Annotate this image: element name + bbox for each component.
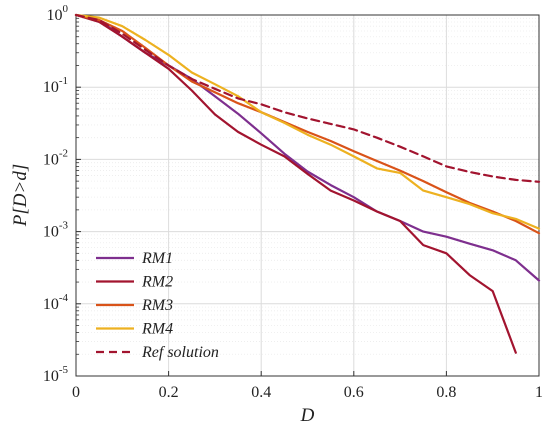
series-line-rm1: [74, 13, 541, 282]
x-tick-label: 0.2: [159, 384, 179, 401]
series-line-rm2: [74, 13, 517, 354]
axis-ticks: [75, 14, 540, 377]
legend-label-rm2: RM2: [141, 274, 173, 291]
y-tick-label: 10-3: [43, 220, 69, 241]
legend-label-rm3: RM3: [141, 297, 173, 314]
series-lines: [74, 13, 541, 354]
legend: RM1 RM2 RM3 RM4 Ref solution: [96, 250, 219, 361]
y-tick-label: 10-4: [43, 292, 69, 313]
x-tick-label: 0.6: [344, 384, 364, 401]
y-tick-label: 100: [47, 3, 69, 24]
x-tick-labels: 0 0.2 0.4 0.6 0.8 1: [72, 384, 543, 401]
legend-label-ref-solution: Ref solution: [141, 344, 219, 361]
y-tick-label: 10-1: [43, 75, 68, 96]
x-tick-label: 0: [72, 384, 80, 401]
y-tick-labels: 100 10-1 10-2 10-3 10-4 10-5: [43, 3, 69, 385]
series-line-rm4: [74, 13, 541, 230]
y-axis-label: P[D>d]: [10, 164, 31, 227]
legend-label-rm1: RM1: [141, 250, 173, 267]
legend-label-rm4: RM4: [141, 321, 173, 338]
plot-area-frame: [75, 14, 540, 377]
series-line-rm3: [74, 13, 541, 235]
y-tick-label: 10-5: [43, 364, 69, 385]
x-axis-label: D: [300, 405, 315, 426]
x-tick-label: 0.4: [251, 384, 271, 401]
x-tick-label: 1: [535, 384, 543, 401]
x-tick-label: 0.8: [436, 384, 456, 401]
y-tick-label: 10-2: [43, 147, 68, 168]
series-line-ref-solution: [74, 13, 541, 183]
